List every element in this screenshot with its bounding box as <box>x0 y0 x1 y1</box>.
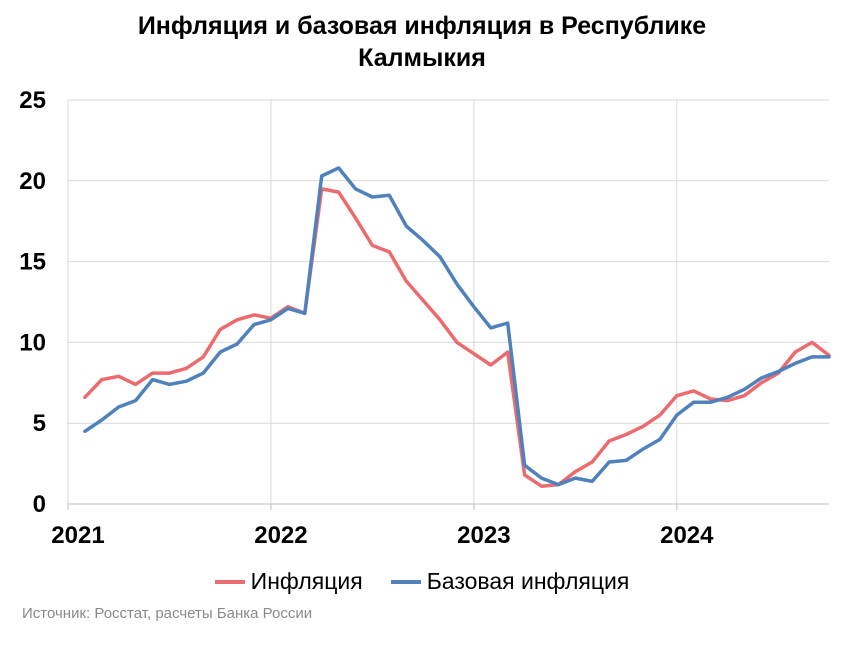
x-tick-label: 2024 <box>660 522 714 549</box>
chart-title: Инфляция и базовая инфляция в Республике… <box>0 10 844 74</box>
legend-label-core-inflation: Базовая инфляция <box>426 568 630 594</box>
core-inflation-line <box>83 166 831 487</box>
y-tick-label: 20 <box>19 168 46 195</box>
legend-item-inflation: Инфляция <box>214 568 363 595</box>
series-lines <box>83 166 831 488</box>
x-tick-label: 2021 <box>51 522 104 549</box>
y-tick-label: 15 <box>19 249 46 276</box>
y-axis-ticks: 0 5 10 15 20 25 <box>19 87 46 518</box>
y-tick-label: 25 <box>19 87 46 114</box>
y-tick-label: 5 <box>33 410 46 437</box>
legend-label-inflation: Инфляция <box>250 568 363 594</box>
x-tick-label: 2022 <box>254 522 307 549</box>
y-tick-label: 0 <box>33 491 46 518</box>
line-chart: 0 5 10 15 20 25 2021 2022 2023 2024 <box>19 87 831 549</box>
legend-swatch-inflation <box>214 579 245 584</box>
legend-swatch-core-inflation <box>390 579 421 584</box>
x-axis-ticks: 2021 2022 2023 2024 <box>51 522 714 549</box>
legend-item-core-inflation: Базовая инфляция <box>390 568 630 595</box>
x-tick-label: 2023 <box>457 522 510 549</box>
chart-title-line-1: Инфляция и базовая инфляция в Республике <box>137 12 707 40</box>
chart-title-line-2: Калмыкия <box>358 44 486 72</box>
y-tick-label: 10 <box>19 329 46 356</box>
inflation-line <box>83 187 831 488</box>
legend: Инфляция Базовая инфляция <box>0 568 844 595</box>
source-note: Источник: Росстат, расчеты Банка России <box>22 605 313 622</box>
grid-lines <box>67 99 829 510</box>
